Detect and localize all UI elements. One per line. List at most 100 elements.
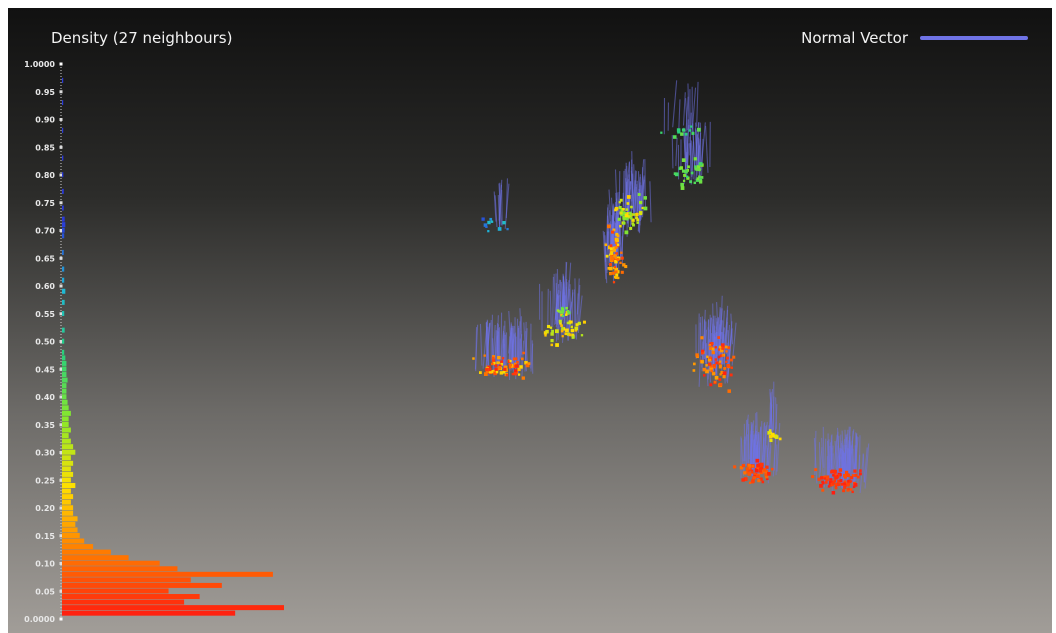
normal-vector [750,424,753,468]
cloud-point [551,329,554,333]
cloud-point [483,372,488,377]
cloud-point [637,193,641,196]
cloud-point [620,270,624,274]
cloud-point [765,465,769,469]
histogram-bar [62,427,71,433]
cloud-point [490,362,494,366]
y-tick-mark [59,118,63,121]
normal-vector [689,143,692,185]
cloud-point [690,125,693,128]
histogram-bar [62,366,67,372]
legend-swatch [920,36,1028,40]
cloud-point [618,201,621,204]
cloud-point [545,329,549,334]
histogram-bar [62,527,78,533]
cloud-point [725,350,728,353]
histogram-bar [62,571,273,577]
histogram-bar [62,310,65,316]
cloud-point [692,369,696,372]
y-tick-mark [59,451,63,454]
cloud-point [514,357,518,361]
y-tick-mark [59,340,63,343]
cloud-point [672,135,677,139]
normal-vector [627,187,631,217]
histogram-bar [62,77,64,83]
cloud-point [487,220,491,225]
cloud-point [565,306,568,310]
cloud-point [560,324,563,327]
cloud-point [632,223,635,227]
cloud-point [500,362,504,366]
cloud-point [859,469,862,472]
y-tick-mark [59,423,63,427]
cloud-point [494,364,498,368]
cloud-point [611,230,615,234]
cloud-point [571,335,575,339]
cloud-point [700,176,704,179]
cloud-point [559,321,562,325]
normal-vector [614,169,618,208]
cloud-point [814,468,818,472]
cloud-point [825,478,829,482]
cloud-point [554,329,559,334]
cloud-point [569,320,573,324]
cloud-point [698,168,701,172]
cloud-point [765,475,769,479]
cloud-point [489,370,492,374]
cloud-point [613,254,617,258]
normal-vector [577,295,583,333]
normal-vector [552,276,554,327]
cloud-point [660,131,663,134]
histogram-bar [62,610,236,616]
normal-vector [687,83,690,130]
normal-vector [563,281,566,311]
cloud-point [483,354,486,357]
cloud-point [632,213,636,216]
histogram-bar [62,249,64,255]
cloud-point [747,466,751,470]
normal-vector [617,207,621,247]
normal-vector [819,447,823,477]
cloud-point [620,213,624,217]
cloud-point [622,208,625,211]
cloud-point [741,463,746,468]
cloud-point [698,162,702,166]
y-tick-mark [59,367,63,371]
y-tick-label: 0.30 [35,449,55,458]
cloud-point [500,360,504,364]
cloud-point [697,127,701,132]
cloud-point [688,129,692,132]
cloud-point [635,212,639,217]
cloud-point [844,470,849,475]
cloud-point [707,358,712,362]
cloud-point [504,365,508,370]
cloud-point [724,371,727,374]
normal-vector [494,195,498,228]
cloud-point [715,361,719,365]
cloud-point [837,473,841,477]
cloud-point [695,167,699,171]
histogram-bar [62,299,65,305]
cloud-point [614,256,618,260]
cloud-point [843,480,847,484]
cloud-point [506,227,509,231]
normal-vector [504,183,510,229]
cloud-point [566,310,570,313]
cloud-point [509,360,512,363]
histogram-bar [62,605,284,611]
cloud-point [722,375,726,379]
histogram-bar [62,560,160,566]
cloud-point [823,477,827,480]
cloud-point [561,308,565,312]
normal-vector [763,426,767,474]
histogram-bar [62,416,69,422]
cloud-point [507,360,511,363]
normal-vector [578,284,581,323]
cloud-point [582,320,586,324]
cloud-point [570,325,573,329]
histogram-bar [62,488,71,494]
normal-vector [821,437,824,481]
cloud-point [698,175,701,179]
cloud-point [834,486,838,490]
cloud-point [709,367,714,372]
